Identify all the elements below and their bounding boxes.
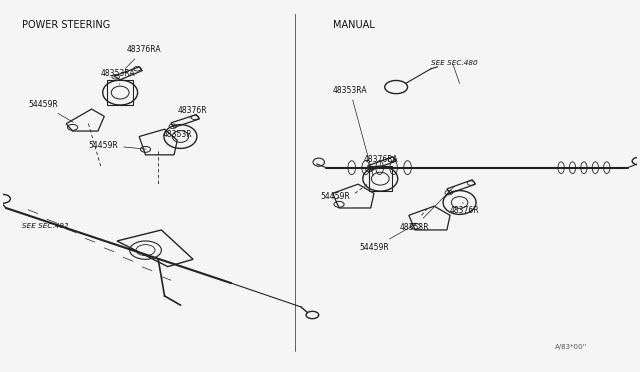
Text: 48376RA: 48376RA [125, 45, 161, 68]
Text: 54459R: 54459R [320, 192, 349, 201]
Text: A/83*00'': A/83*00'' [555, 344, 587, 350]
Text: SEE SEC.492: SEE SEC.492 [22, 223, 68, 229]
Text: 48353RA: 48353RA [101, 69, 136, 84]
Text: 48376R: 48376R [450, 202, 480, 215]
Text: SEE SEC.480: SEE SEC.480 [431, 60, 477, 66]
Text: 48353RA: 48353RA [333, 86, 373, 176]
Text: MANUAL: MANUAL [333, 20, 374, 31]
Text: 48376RA: 48376RA [363, 155, 398, 165]
Text: 48353R: 48353R [399, 186, 454, 232]
Text: 54459R: 54459R [88, 141, 146, 150]
Text: 48353R: 48353R [163, 129, 192, 138]
Text: 54459R: 54459R [28, 100, 74, 122]
Text: 54459R: 54459R [359, 224, 416, 252]
Text: 48376R: 48376R [177, 106, 207, 118]
Text: POWER STEERING: POWER STEERING [22, 20, 110, 31]
